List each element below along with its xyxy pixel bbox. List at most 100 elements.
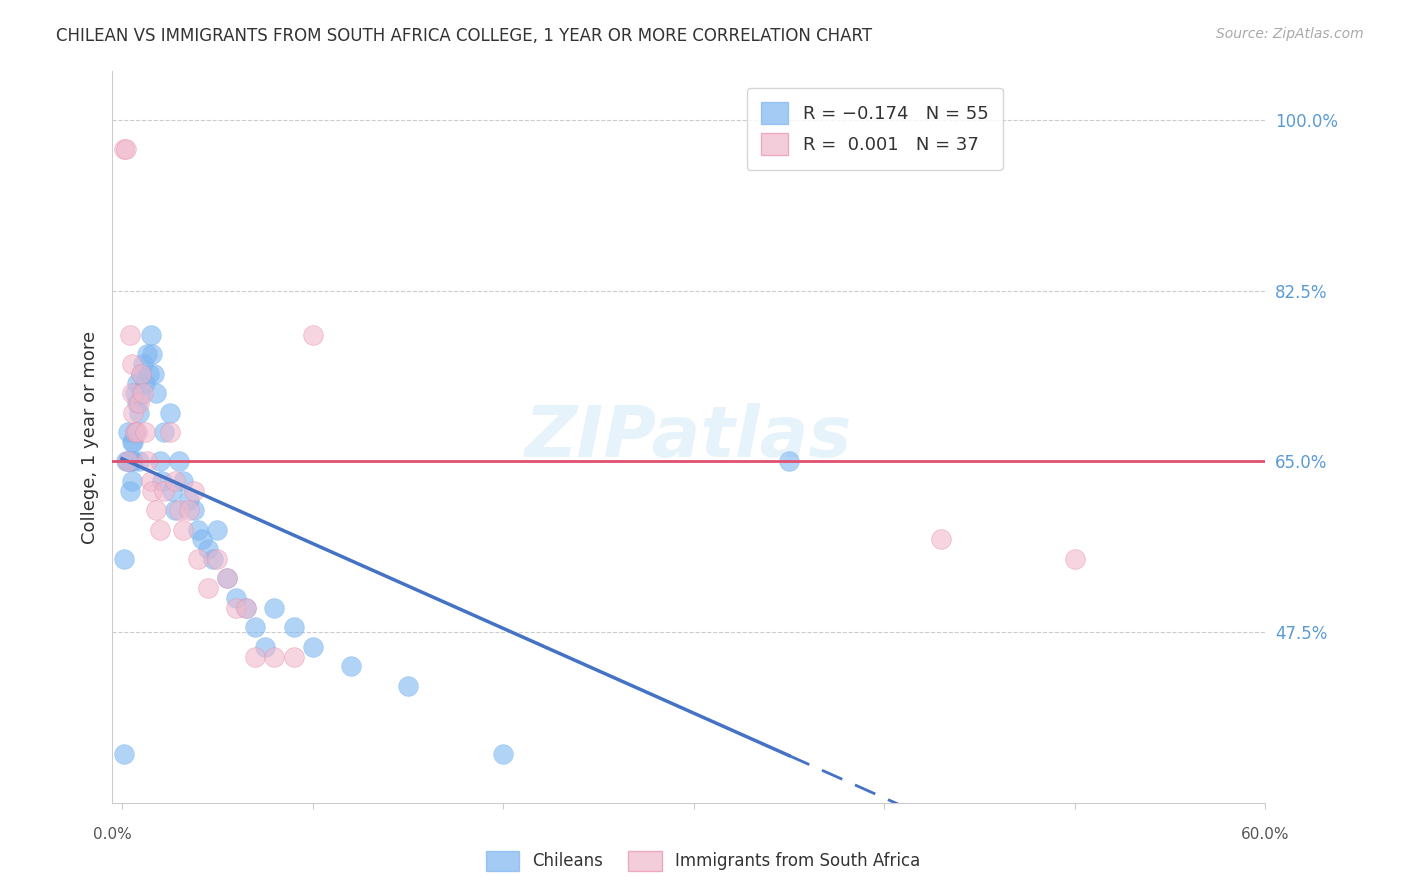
- Point: [121, 434, 143, 449]
- Point: [122, 454, 145, 468]
- Point: [160, 483, 183, 498]
- Point: [183, 503, 205, 517]
- Point: [225, 600, 247, 615]
- Point: [124, 386, 146, 401]
- Point: [167, 454, 190, 468]
- Point: [118, 327, 141, 342]
- Point: [128, 454, 150, 468]
- Point: [202, 552, 225, 566]
- Point: [141, 483, 163, 498]
- Point: [1063, 552, 1085, 566]
- Point: [145, 386, 167, 401]
- Point: [187, 523, 209, 537]
- Point: [149, 523, 172, 537]
- Point: [172, 523, 194, 537]
- Point: [122, 406, 145, 420]
- Point: [191, 533, 214, 547]
- Y-axis label: College, 1 year or more: College, 1 year or more: [80, 331, 98, 543]
- Point: [492, 747, 515, 761]
- Point: [134, 376, 156, 391]
- Point: [129, 367, 152, 381]
- Point: [172, 474, 194, 488]
- Point: [122, 434, 145, 449]
- Point: [149, 454, 172, 468]
- Point: [121, 474, 143, 488]
- Point: [263, 600, 285, 615]
- Text: 60.0%: 60.0%: [1241, 827, 1289, 842]
- Point: [141, 347, 163, 361]
- Point: [197, 542, 219, 557]
- Legend: Chileans, Immigrants from South Africa: Chileans, Immigrants from South Africa: [479, 844, 927, 878]
- Point: [177, 503, 200, 517]
- Text: 0.0%: 0.0%: [93, 827, 132, 842]
- Point: [132, 357, 155, 371]
- Point: [135, 347, 157, 361]
- Point: [121, 454, 143, 468]
- Point: [207, 552, 229, 566]
- Point: [207, 523, 229, 537]
- Point: [127, 396, 149, 410]
- Point: [253, 640, 276, 654]
- Point: [301, 327, 323, 342]
- Point: [117, 454, 139, 468]
- Point: [778, 454, 800, 468]
- Point: [127, 376, 149, 391]
- Point: [187, 552, 209, 566]
- Point: [245, 620, 267, 634]
- Point: [396, 679, 419, 693]
- Point: [121, 357, 143, 371]
- Point: [235, 600, 257, 615]
- Point: [129, 386, 152, 401]
- Point: [177, 493, 200, 508]
- Point: [215, 572, 238, 586]
- Point: [138, 367, 160, 381]
- Point: [114, 142, 136, 156]
- Point: [159, 425, 181, 440]
- Point: [245, 649, 267, 664]
- Point: [339, 659, 361, 673]
- Text: ZIPatlas: ZIPatlas: [526, 402, 852, 472]
- Point: [135, 454, 157, 468]
- Point: [150, 474, 173, 488]
- Text: CHILEAN VS IMMIGRANTS FROM SOUTH AFRICA COLLEGE, 1 YEAR OR MORE CORRELATION CHAR: CHILEAN VS IMMIGRANTS FROM SOUTH AFRICA …: [56, 27, 872, 45]
- Point: [112, 552, 135, 566]
- Point: [127, 425, 149, 440]
- Point: [153, 483, 176, 498]
- Point: [225, 591, 247, 605]
- Point: [215, 572, 238, 586]
- Point: [124, 425, 146, 440]
- Point: [128, 396, 150, 410]
- Point: [118, 454, 141, 468]
- Point: [165, 474, 187, 488]
- Point: [263, 649, 285, 664]
- Point: [139, 474, 162, 488]
- Point: [117, 425, 139, 440]
- Point: [117, 454, 139, 468]
- Point: [129, 367, 152, 381]
- Point: [118, 483, 141, 498]
- Point: [139, 327, 162, 342]
- Point: [235, 600, 257, 615]
- Point: [112, 142, 135, 156]
- Point: [124, 425, 146, 440]
- Point: [143, 367, 166, 381]
- Text: Source: ZipAtlas.com: Source: ZipAtlas.com: [1216, 27, 1364, 41]
- Point: [121, 386, 143, 401]
- Point: [112, 747, 135, 761]
- Point: [153, 425, 176, 440]
- Point: [114, 454, 136, 468]
- Point: [283, 649, 305, 664]
- Legend: R = −0.174   N = 55, R =  0.001   N = 37: R = −0.174 N = 55, R = 0.001 N = 37: [747, 87, 1002, 169]
- Point: [197, 581, 219, 595]
- Point: [128, 406, 150, 420]
- Point: [183, 483, 205, 498]
- Point: [159, 406, 181, 420]
- Point: [132, 386, 155, 401]
- Point: [134, 425, 156, 440]
- Point: [145, 503, 167, 517]
- Point: [283, 620, 305, 634]
- Point: [167, 503, 190, 517]
- Point: [931, 533, 953, 547]
- Point: [301, 640, 323, 654]
- Point: [165, 503, 187, 517]
